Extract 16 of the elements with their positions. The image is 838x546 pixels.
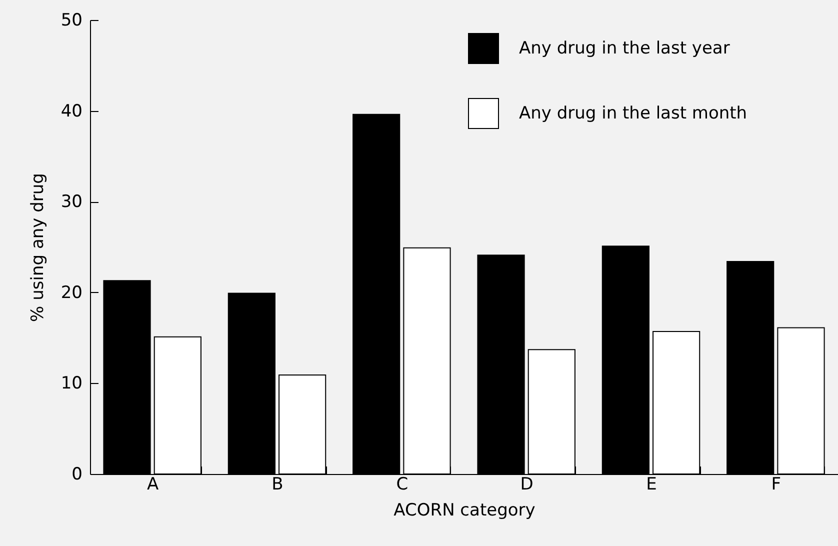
x-tick-label: E bbox=[646, 474, 657, 494]
y-tick-label: 30 bbox=[60, 192, 82, 212]
x-axis-title: ACORN category bbox=[394, 500, 536, 520]
legend-label: Any drug in the last month bbox=[519, 104, 748, 124]
x-tick-label: F bbox=[771, 474, 782, 494]
y-tick-label: 20 bbox=[60, 282, 82, 303]
y-tick-label: 0 bbox=[72, 464, 82, 484]
x-tick-label: B bbox=[272, 474, 284, 494]
x-tick-label: D bbox=[520, 474, 534, 494]
y-axis-title: % using any drug bbox=[28, 173, 48, 322]
y-tick-label: 10 bbox=[60, 374, 82, 394]
y-tick-label: 50 bbox=[60, 10, 82, 30]
y-tick-label: 40 bbox=[60, 101, 82, 122]
x-tick-label: A bbox=[147, 474, 160, 494]
x-tick-label: C bbox=[396, 474, 408, 494]
legend-label: Any drug in the last year bbox=[519, 38, 730, 58]
